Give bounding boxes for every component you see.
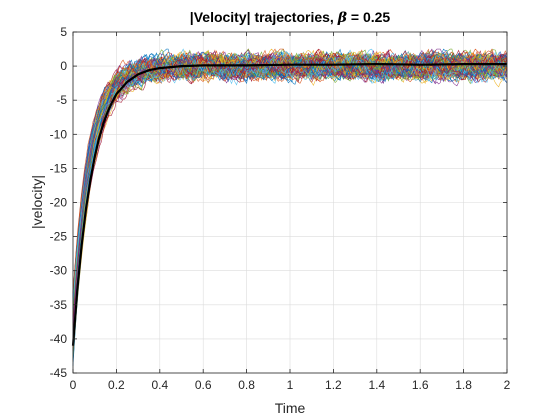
- y-tick-label: 5: [60, 25, 67, 39]
- x-tick-label: 1.6: [412, 378, 429, 392]
- x-tick-label: 0.2: [108, 378, 125, 392]
- y-tick-label: -20: [50, 196, 68, 210]
- axis-ticks: [72, 31, 508, 374]
- x-tick-label: 2: [504, 378, 511, 392]
- x-tick-label: 1.4: [368, 378, 385, 392]
- y-tick-label: 0: [60, 59, 67, 73]
- sample-trajectory-115: [72, 50, 508, 333]
- chart-title: |Velocity| trajectories, β = 0.25: [190, 9, 391, 26]
- sample-trajectory-117: [72, 55, 508, 346]
- x-tick-label: 0.4: [151, 378, 168, 392]
- y-tick-label: -25: [50, 230, 68, 244]
- y-tick-labels: 5 0 -5 -10 -15 -20 -25 -30 -35 -40 -45: [50, 25, 68, 380]
- x-tick-label: 1.8: [455, 378, 472, 392]
- y-tick-label: -10: [50, 127, 68, 141]
- x-tick-labels: 0 0.2 0.4 0.6 0.8 1 1.2 1.4 1.6 1.8 2: [70, 378, 511, 392]
- x-tick-label: 1.2: [325, 378, 342, 392]
- x-tick-label: 0.8: [238, 378, 255, 392]
- y-axis-label: |velocity|: [29, 175, 45, 229]
- sample-trajectory-119: [72, 51, 508, 343]
- chart-title-suffix: = 0.25: [347, 9, 390, 25]
- x-tick-label: 0.6: [195, 378, 212, 392]
- y-tick-label: -35: [50, 298, 68, 312]
- x-tick-label: 1: [287, 378, 294, 392]
- x-tick-label: 0: [70, 378, 77, 392]
- mean-trajectory-line: [71, 62, 507, 346]
- y-tick-label: -45: [50, 366, 68, 380]
- chart-title-beta-symbol: β: [337, 10, 348, 26]
- y-tick-label: -40: [50, 332, 68, 346]
- chart-title-prefix: |Velocity| trajectories,: [190, 9, 338, 25]
- x-axis-label: Time: [275, 400, 306, 416]
- y-tick-label: -30: [50, 264, 68, 278]
- sample-trajectory-116: [72, 55, 508, 356]
- y-tick-label: -5: [56, 93, 67, 107]
- y-tick-label: -15: [50, 161, 68, 175]
